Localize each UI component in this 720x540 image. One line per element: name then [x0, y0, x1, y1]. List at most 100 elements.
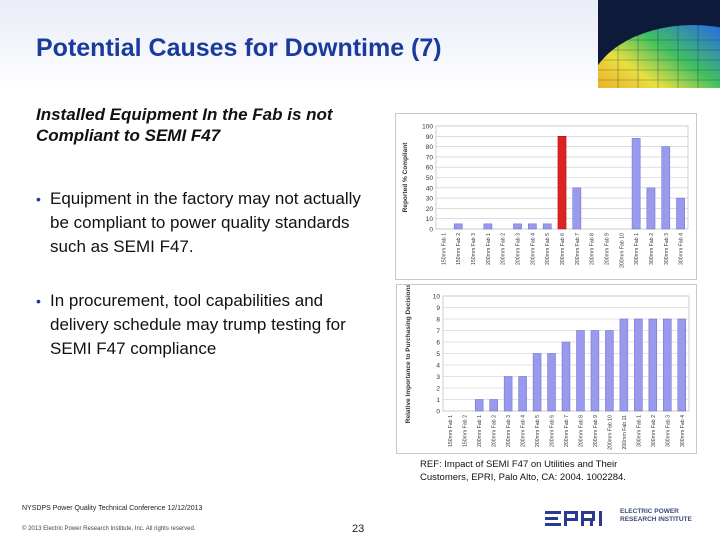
bar: [677, 318, 686, 412]
bar: [453, 223, 463, 230]
title-bar: [0, 0, 600, 88]
y-tick-label: 6: [436, 340, 440, 347]
x-tick-label: 150mm Fab 3: [471, 233, 477, 265]
bullet-dot-icon: •: [36, 293, 41, 309]
x-tick-label: 200mm Fab 4: [530, 233, 536, 265]
bar: [634, 318, 643, 412]
bar: [503, 376, 513, 412]
slide-subtitle: Installed Equipment In the Fab is not Co…: [36, 105, 333, 145]
x-tick-label: 200mm Fab 8: [578, 415, 584, 447]
epri-logo: [543, 507, 693, 529]
y-tick-label: 80: [426, 144, 434, 151]
bar: [547, 353, 556, 412]
bar: [513, 223, 522, 230]
y-tick-label: 40: [426, 185, 434, 192]
footer-conference: NYSDPS Power Quality Technical Conferenc…: [22, 505, 203, 512]
y-tick-label: 0: [429, 227, 433, 234]
x-tick-label: 300mm Fab 4: [679, 233, 685, 265]
y-tick-label: 1: [436, 397, 440, 404]
bar: [605, 330, 614, 412]
y-tick-label: 2: [436, 386, 440, 393]
x-tick-label: 200mm Fab 3: [506, 415, 512, 447]
y-axis-label: Reported % Compliant: [402, 142, 409, 213]
x-tick-label: 200mm Fab 1: [477, 415, 483, 447]
y-tick-label: 4: [436, 363, 440, 370]
y-tick-label: 3: [436, 374, 440, 381]
y-tick-label: 30: [426, 196, 434, 203]
bar: [561, 341, 571, 412]
page-number: 23: [352, 523, 365, 535]
x-tick-label: 300mm Fab 4: [680, 415, 686, 447]
slide-title: Potential Causes for Downtime (7): [36, 34, 442, 62]
purchasing-chart-svg: 0 1 2 3 4 5 6 7 8 9 10 Relative Importance to Purch…: [405, 285, 690, 450]
y-tick-label: 20: [426, 206, 434, 213]
bar: [572, 187, 582, 230]
x-tick-label: 300mm Fab 2: [651, 415, 657, 447]
y-tick-label: 70: [426, 154, 434, 161]
y-tick-label: 10: [433, 294, 441, 301]
bar: [590, 330, 600, 412]
reference-note: REF: Impact of SEMI F47 on Utilities and…: [420, 459, 626, 483]
x-tick-label: 300mm Fab 3: [665, 415, 671, 447]
x-tick-label: 200mm Fab 7: [575, 233, 581, 265]
bar: [661, 146, 671, 230]
y-tick-label: 100: [422, 124, 433, 131]
bar: [518, 376, 527, 412]
bar: [542, 223, 552, 230]
x-tick-label: 300mm Fab 3: [664, 233, 670, 265]
epri-logo-tagline: ELECTRIC POWER RESEARCH INSTITUTE: [620, 508, 692, 523]
bar: [474, 399, 484, 412]
bar: [646, 187, 656, 230]
x-tick-label: 200mm Fab 5: [535, 415, 541, 447]
x-tick-label: 200mm Fab 5: [545, 233, 551, 265]
bar: [676, 197, 685, 230]
y-tick-label: 10: [426, 216, 434, 223]
bar: [663, 318, 672, 412]
x-tick-label: 150mm Fab 1: [441, 233, 447, 265]
y-tick-label: 90: [426, 134, 434, 141]
purchasing-importance-bar-chart: 0 1 2 3 4 5 6 7 8 9 10 Relative Importance to Purch…: [396, 284, 697, 454]
x-tick-label: 200mm Fab 2: [492, 415, 498, 447]
x-tick-label: 300mm Fab 1: [636, 415, 642, 447]
x-tick-label: 200mm Fab 3: [516, 233, 522, 265]
bullet-item: • In procurement, tool capabilities and …: [36, 289, 370, 361]
x-tick-label: 200mm Fab 10: [619, 233, 625, 268]
bar: [619, 318, 629, 412]
x-tick-label: 300mm Fab 1: [634, 233, 640, 265]
bar: [489, 399, 498, 412]
x-tick-label: 150mm Fab 1: [448, 415, 454, 447]
compliance-chart-svg: 0 10 20 30 40 50 60 70 80 90 100 Reported % Complia…: [402, 124, 689, 268]
y-tick-label: 7: [436, 328, 440, 335]
y-tick-label: 60: [426, 165, 434, 172]
y-tick-label: 50: [426, 175, 434, 182]
x-tick-label: 200mm Fab 1: [486, 233, 492, 265]
x-tick-label: 200mm Fab 2: [501, 233, 507, 265]
y-tick-label: 0: [436, 409, 440, 416]
x-tick-label: 200mm Fab 9: [604, 233, 610, 265]
x-tick-label: 300mm Fab 2: [649, 233, 655, 265]
decorative-wafer-image: [598, 0, 720, 88]
x-tick-label: 200mm Fab 9: [593, 415, 599, 447]
x-tick-label: 150mm Fab 2: [463, 415, 469, 447]
x-tick-label: 200mm Fab 8: [590, 233, 596, 265]
bar: [648, 318, 658, 412]
bar: [532, 353, 542, 412]
bar: [483, 223, 493, 230]
compliance-bar-chart: 0 10 20 30 40 50 60 70 80 90 100 Reported % Complia…: [395, 113, 697, 280]
bar: [631, 138, 641, 230]
y-tick-label: 8: [436, 317, 440, 324]
x-tick-label: 150mm Fab 2: [456, 233, 462, 265]
bullet-text: In procurement, tool capabilities and de…: [50, 291, 346, 358]
bullet-item: • Equipment in the factory may not actua…: [36, 187, 370, 259]
bar: [528, 223, 537, 230]
bullet-text: Equipment in the factory may not actuall…: [50, 189, 361, 256]
x-tick-label: 200mm Fab 6: [550, 415, 556, 447]
x-tick-label: 200mm Fab 10: [607, 415, 613, 450]
x-tick-label: 200mm Fab 7: [564, 415, 570, 447]
footer-copyright: © 2013 Electric Power Research Institute…: [22, 526, 196, 532]
x-tick-label: 200mm Fab 4: [521, 415, 527, 447]
bar: [576, 330, 585, 412]
y-tick-label: 5: [436, 351, 440, 358]
x-tick-label: 200mm Fab 6: [560, 233, 566, 265]
y-tick-label: 9: [436, 305, 440, 312]
